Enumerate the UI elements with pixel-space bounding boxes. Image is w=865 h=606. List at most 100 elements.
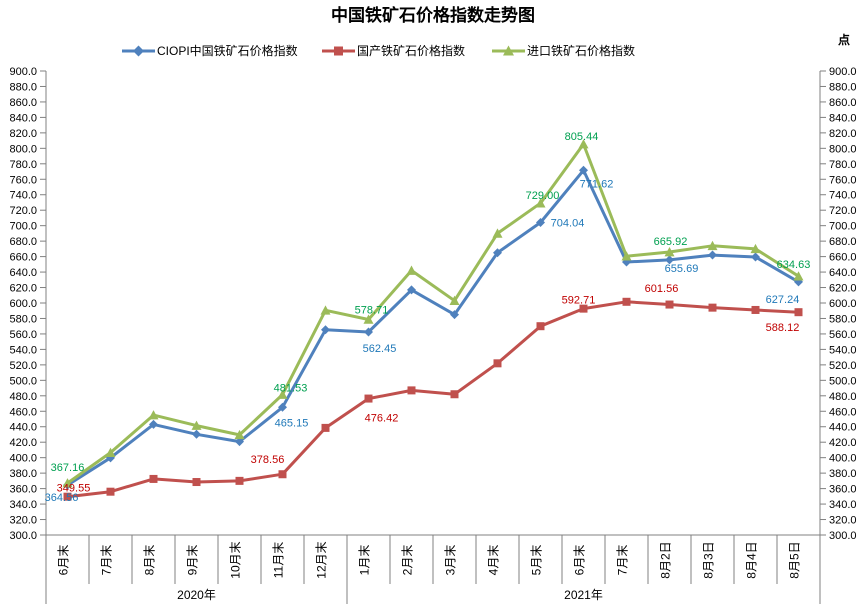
series-2 xyxy=(62,139,804,488)
square-marker-icon xyxy=(278,470,287,479)
triangle-marker-icon xyxy=(148,410,159,420)
y-tick-label-right: 900.0 xyxy=(829,66,857,78)
y-tick-label-left: 700.0 xyxy=(9,221,37,233)
diamond-marker-icon xyxy=(579,165,588,175)
triangle-marker-icon xyxy=(363,314,374,324)
legend-label: 进口铁矿石价格指数 xyxy=(527,43,635,58)
y-tick-label-left: 520.0 xyxy=(9,360,37,372)
data-point-label: 476.42 xyxy=(365,413,399,425)
x-category-label: 2月末 xyxy=(401,545,415,576)
y-tick-label-left: 420.0 xyxy=(9,437,37,449)
series-1 xyxy=(63,297,803,501)
triangle-marker-icon xyxy=(578,139,589,149)
triangle-marker-icon xyxy=(535,198,546,208)
data-point-label: 364.56 xyxy=(45,492,79,504)
data-point-label: 592.71 xyxy=(562,295,596,307)
x-category-label: 8月2日 xyxy=(659,541,673,578)
series-line-0 xyxy=(66,168,800,487)
triangle-marker-icon xyxy=(406,265,417,275)
y-tick-label-right: 620.0 xyxy=(829,283,857,295)
data-point-label: 627.24 xyxy=(766,294,800,306)
y-tick-label-left: 640.0 xyxy=(9,267,37,279)
diamond-marker-icon xyxy=(278,402,287,412)
y-tick-label-right: 580.0 xyxy=(829,313,857,325)
x-category-label: 4月末 xyxy=(487,545,501,576)
x-category-label: 7月末 xyxy=(100,545,114,576)
y-tick-label-right: 480.0 xyxy=(829,391,857,403)
diamond-marker-icon xyxy=(708,250,717,260)
triangle-marker-icon xyxy=(664,247,675,257)
y-tick-label-right: 720.0 xyxy=(829,205,857,217)
y-tick-label-right: 520.0 xyxy=(829,360,857,372)
square-marker-icon xyxy=(493,359,502,368)
y-tick-label-right: 540.0 xyxy=(829,344,857,356)
y-tick-label-right: 500.0 xyxy=(829,375,857,387)
year-group-label: 2020年 xyxy=(177,588,216,602)
y-tick-label-left: 760.0 xyxy=(9,174,37,186)
data-point-label: 771.62 xyxy=(580,178,614,190)
square-marker-icon xyxy=(579,304,588,313)
x-category-label: 11月末 xyxy=(272,542,286,578)
data-point-label: 634.63 xyxy=(777,259,811,271)
legend-item-imported[interactable]: 进口铁矿石价格指数 xyxy=(492,43,635,58)
y-tick-label-right: 300.0 xyxy=(829,530,857,542)
x-category-label: 8月5日 xyxy=(788,541,802,578)
triangle-marker-icon xyxy=(621,251,632,261)
y-tick-label-right: 440.0 xyxy=(829,422,857,434)
year-group-label: 2021年 xyxy=(564,588,603,602)
x-category-label: 8月末 xyxy=(143,545,157,576)
square-marker-icon xyxy=(149,474,158,483)
series-line-2 xyxy=(66,142,800,485)
triangle-marker-icon xyxy=(320,305,331,315)
data-labels: 364.56 465.15 562.45 704.04 771.62 655.69 627.… xyxy=(45,131,811,504)
x-category-label: 9月末 xyxy=(186,545,200,576)
y-tick-label-left: 900.0 xyxy=(9,66,37,78)
y-tick-label-right: 860.0 xyxy=(829,97,857,109)
y-tick-label-right: 800.0 xyxy=(829,143,857,155)
data-point-label: 601.56 xyxy=(645,283,679,295)
data-point-label: 805.44 xyxy=(565,131,599,143)
square-marker-icon xyxy=(450,390,459,399)
x-category-label: 10月末 xyxy=(229,541,243,578)
y-tick-label-right: 760.0 xyxy=(829,174,857,186)
y-tick-label-left: 740.0 xyxy=(9,190,37,202)
y-tick-label-right: 660.0 xyxy=(829,252,857,264)
triangle-marker-icon xyxy=(492,228,503,238)
series-lines xyxy=(62,139,804,501)
x-category-label: 8月4日 xyxy=(745,541,759,578)
y-tick-label-right: 740.0 xyxy=(829,190,857,202)
y-tick-label-left: 840.0 xyxy=(9,112,37,124)
diamond-marker-icon xyxy=(665,255,674,265)
data-point-label: 378.56 xyxy=(251,454,285,466)
x-category-label: 3月末 xyxy=(444,545,458,576)
x-category-label: 6月末 xyxy=(573,545,587,576)
y-tick-label-left: 780.0 xyxy=(9,159,37,171)
data-point-label: 729.00 xyxy=(526,190,560,202)
y-tick-label-left: 620.0 xyxy=(9,283,37,295)
square-marker-icon xyxy=(192,478,201,487)
triangle-marker-icon xyxy=(105,447,116,457)
data-point-label: 665.92 xyxy=(654,236,688,248)
y-tick-label-left: 600.0 xyxy=(9,298,37,310)
category-axis-table: 6月末 7月末 8月末 9月末 10月末 11月末 12月末 1月末 2月末 3月末 4月末 5月末 6… xyxy=(45,535,821,604)
square-marker-icon xyxy=(665,300,674,309)
x-category-label: 5月末 xyxy=(530,545,544,576)
legend-item-domestic[interactable]: 国产铁矿石价格指数 xyxy=(322,43,465,58)
y-tick-label-left: 720.0 xyxy=(9,205,37,217)
triangle-marker-icon xyxy=(234,429,245,440)
square-marker-icon xyxy=(235,476,244,485)
series-0 xyxy=(63,165,803,490)
square-marker-icon xyxy=(334,46,343,56)
y-tick-label-left: 800.0 xyxy=(9,143,37,155)
y-tick-label-right: 640.0 xyxy=(829,267,857,279)
triangle-marker-icon xyxy=(750,243,761,254)
legend: CIOPI中国铁矿石价格指数 国产铁矿石价格指数 进口铁矿石价格指数 xyxy=(122,43,635,58)
triangle-marker-icon xyxy=(503,45,514,56)
diamond-marker-icon xyxy=(364,327,373,337)
y-tick-label-left: 380.0 xyxy=(9,468,37,480)
diamond-marker-icon xyxy=(192,429,201,439)
legend-item-ciopi[interactable]: CIOPI中国铁矿石价格指数 xyxy=(122,43,298,58)
y-tick-label-right: 820.0 xyxy=(829,128,857,140)
